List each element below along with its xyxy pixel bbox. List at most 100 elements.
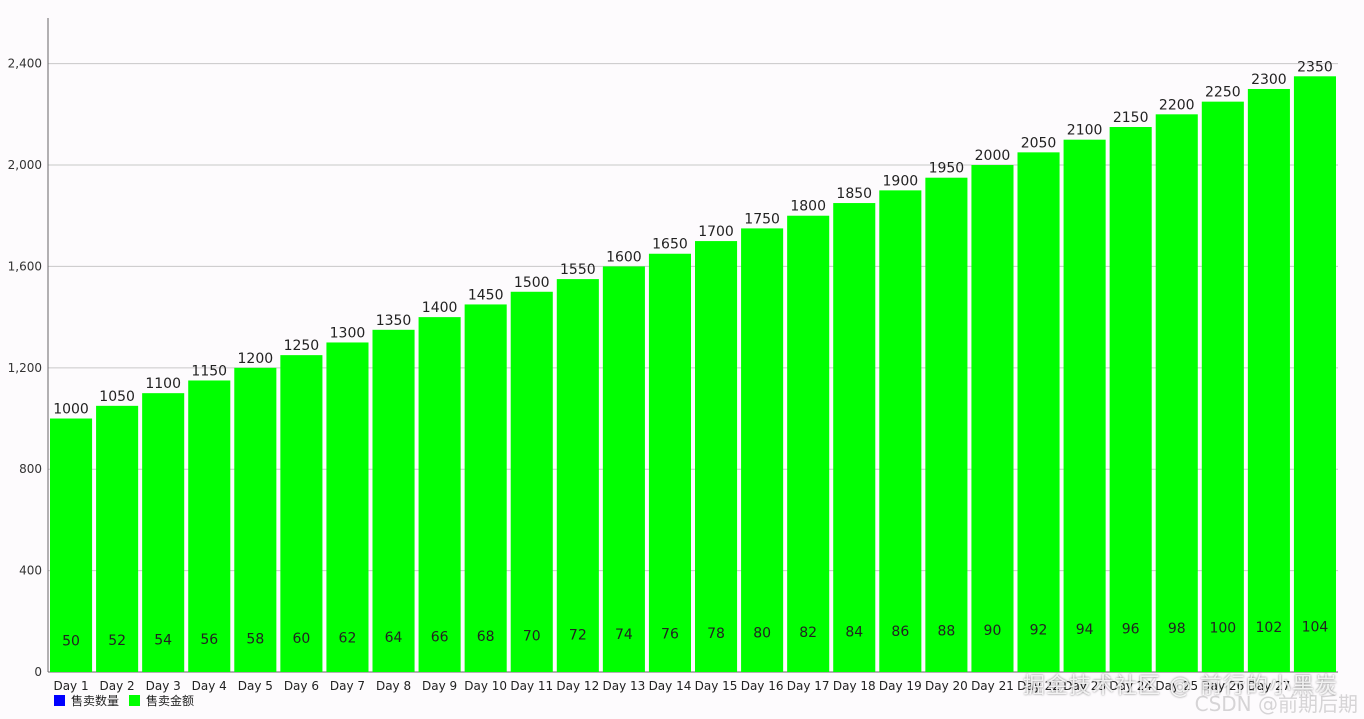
data-label-quantity: 80	[753, 626, 771, 642]
data-label-quantity: 70	[523, 628, 541, 644]
bar-amount	[188, 380, 231, 672]
data-label-quantity: 74	[615, 627, 633, 643]
x-tick-label: Day 19	[879, 679, 922, 693]
x-tick-label: Day 17	[787, 679, 830, 693]
bar-amount	[971, 165, 1014, 672]
data-label-quantity: 86	[891, 624, 909, 640]
x-tick-label: Day 4	[192, 679, 227, 693]
data-label-amount: 1600	[606, 249, 642, 265]
legend-item-quantity: 售卖数量	[54, 692, 119, 709]
x-tick-label: Day 11	[510, 679, 553, 693]
data-label-amount: 1050	[99, 389, 135, 405]
x-tick-label: Day 12	[556, 679, 599, 693]
bar-amount	[326, 342, 369, 672]
data-label-quantity: 54	[154, 632, 172, 648]
data-label-quantity: 62	[339, 630, 357, 646]
y-tick-label: 1,200	[8, 361, 42, 375]
watermark-juejin: 掘金技术社区 @ 前行的小黑炭	[1023, 674, 1338, 699]
bar-amount	[602, 266, 645, 672]
bar-amount	[648, 253, 691, 672]
data-label-quantity: 100	[1209, 621, 1236, 637]
data-label-quantity: 88	[937, 624, 955, 640]
data-label-amount: 1150	[191, 363, 227, 379]
bar-amount	[1201, 101, 1244, 672]
bar-amount	[96, 405, 139, 672]
x-tick-label: Day 24	[1109, 679, 1152, 693]
x-tick-label: Day 13	[603, 679, 646, 693]
data-label-amount: 1650	[652, 237, 688, 253]
data-label-quantity: 76	[661, 627, 679, 643]
x-tick-label: Day 22	[1017, 679, 1060, 693]
bar-amount	[234, 367, 277, 672]
x-tick-label: Day 14	[649, 679, 692, 693]
bar-amount	[879, 190, 922, 673]
y-tick-label: 2,000	[8, 158, 42, 172]
bar-amount	[50, 418, 93, 672]
data-label-quantity: 78	[707, 626, 725, 642]
y-tick-label: 400	[19, 564, 42, 578]
data-label-amount: 2250	[1205, 85, 1241, 101]
x-tick-label: Day 15	[695, 679, 738, 693]
data-label-amount: 1350	[376, 313, 412, 329]
x-tick-label: Day 27	[1248, 679, 1291, 693]
bar-amount	[372, 329, 415, 672]
data-label-amount: 2150	[1113, 110, 1149, 126]
bar-amount	[1017, 152, 1060, 673]
bar-amount	[695, 241, 738, 672]
data-label-quantity: 52	[108, 633, 126, 649]
data-label-quantity: 90	[984, 623, 1002, 639]
data-label-quantity: 56	[200, 632, 218, 648]
data-label-amount: 1550	[560, 262, 596, 278]
x-tick-label: Day 1	[53, 679, 88, 693]
data-label-amount: 1750	[744, 211, 780, 227]
bar-amount	[510, 291, 553, 672]
data-label-amount: 2350	[1297, 59, 1333, 75]
legend-swatch-quantity	[54, 695, 65, 706]
bar-amount	[925, 177, 968, 672]
data-label-quantity: 64	[385, 630, 403, 646]
legend-label-quantity: 售卖数量	[71, 694, 120, 708]
x-tick-label: Day 10	[464, 679, 507, 693]
data-label-amount: 2200	[1159, 97, 1195, 113]
bar-amount	[1247, 88, 1290, 672]
bar-amount	[1293, 76, 1336, 673]
x-tick-label: Day 23	[1063, 679, 1106, 693]
legend-item-amount: 售卖金额	[129, 692, 194, 709]
data-label-quantity: 60	[292, 631, 310, 647]
data-label-amount: 1800	[790, 199, 826, 215]
x-tick-label: Day 26	[1201, 679, 1244, 693]
data-label-amount: 2000	[975, 148, 1011, 164]
x-tick-label: Day 20	[925, 679, 968, 693]
x-tick-label: Day 9	[422, 679, 457, 693]
bar-amount	[142, 393, 185, 672]
data-label-amount: 1400	[422, 300, 458, 316]
x-tick-label: Day 21	[971, 679, 1014, 693]
legend-swatch-amount	[129, 695, 141, 706]
data-label-amount: 1700	[698, 224, 734, 240]
bar-amount	[280, 355, 323, 672]
data-label-amount: 1250	[284, 338, 320, 354]
data-label-quantity: 72	[569, 628, 587, 644]
data-label-quantity: 102	[1256, 620, 1283, 636]
data-label-amount: 2050	[1021, 135, 1057, 151]
data-label-amount: 1300	[330, 325, 366, 341]
x-tick-label: Day 2	[100, 679, 135, 693]
data-label-quantity: 66	[431, 629, 449, 645]
bar-amount	[787, 215, 830, 672]
y-tick-label: 1,600	[8, 259, 42, 273]
data-label-quantity: 84	[845, 625, 863, 641]
bar-amount	[1063, 139, 1106, 672]
x-tick-label: Day 6	[284, 679, 319, 693]
y-tick-label: 2,400	[8, 57, 42, 71]
data-label-quantity: 82	[799, 625, 817, 641]
data-label-amount: 1900	[883, 173, 919, 189]
bar-amount	[556, 279, 599, 672]
x-tick-label: Day 16	[741, 679, 784, 693]
data-label-amount: 2300	[1251, 72, 1287, 88]
data-label-quantity: 50	[62, 633, 80, 649]
data-label-quantity: 104	[1302, 620, 1329, 636]
data-label-quantity: 96	[1122, 622, 1140, 638]
data-label-quantity: 94	[1076, 622, 1094, 638]
bar-amount	[464, 304, 507, 672]
